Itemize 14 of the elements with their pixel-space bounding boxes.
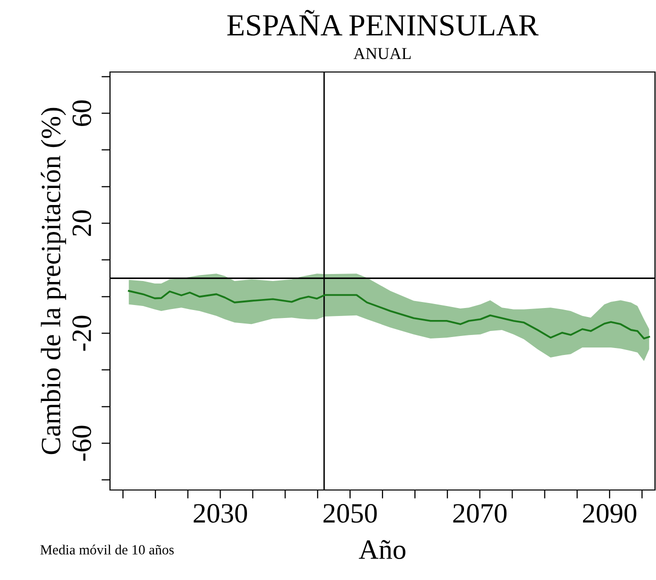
x-tick-label: 2090 [583,504,636,523]
chart-subtitle: ANUAL [354,48,411,60]
y-tick-label: 60 [72,100,92,126]
x-tick-label: 2070 [453,504,507,523]
line-series [128,290,650,340]
x-tick-label: 2050 [324,504,377,523]
y-tick-label: -60 [72,426,92,461]
y-tick-label: 20 [72,210,92,236]
y-axis-title: Cambio de la precipitación (%) [40,108,66,454]
x-tick-label: 2030 [194,504,248,523]
chart-title: ESPAÑA PENINSULAR [227,10,539,36]
text: Media móvil de 10 años [40,544,174,554]
x-axis-title: Año [358,540,406,560]
y-tick-label: -20 [72,316,92,351]
